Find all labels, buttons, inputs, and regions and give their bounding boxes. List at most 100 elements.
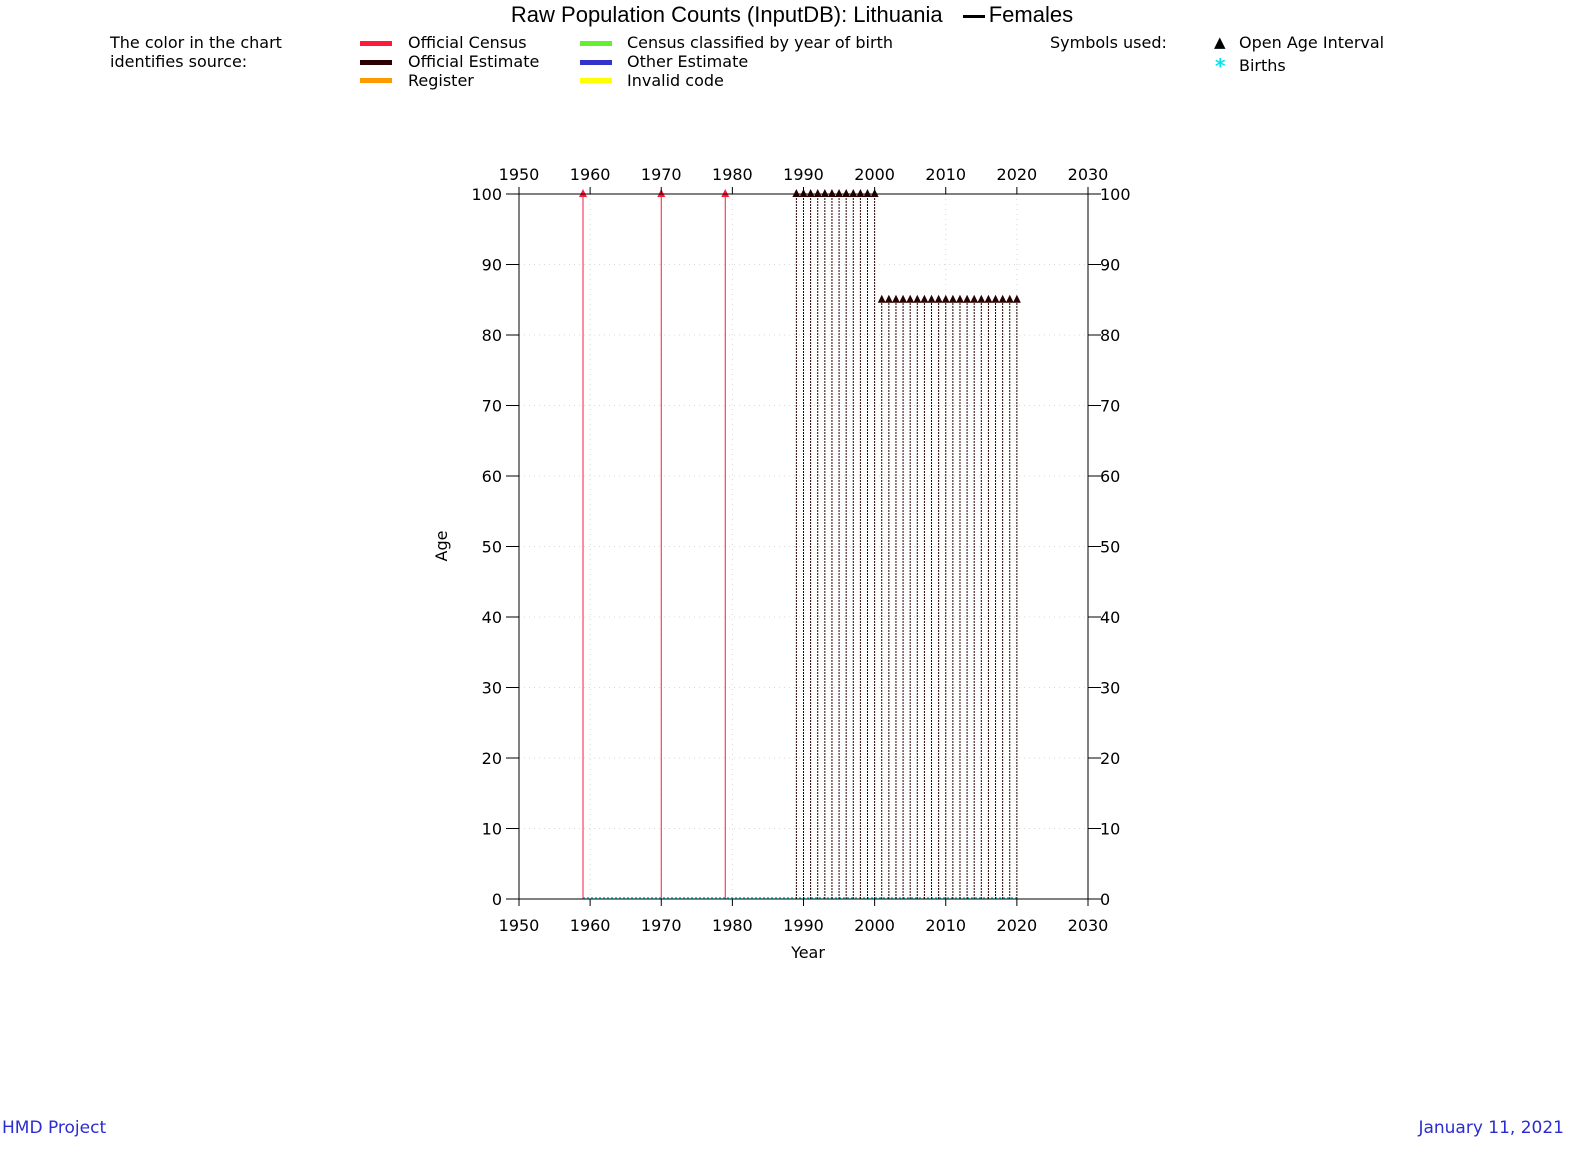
y-tick-label-right: 20 — [1100, 749, 1120, 768]
y-tick-label-right: 30 — [1100, 679, 1120, 698]
x-tick-label: 1950 — [499, 916, 540, 935]
official-estimate-open-age-marker — [891, 294, 900, 303]
data-marks — [579, 189, 1021, 899]
official-estimate-open-age-marker — [863, 189, 872, 197]
legend-label-open-age: Open Age Interval — [1239, 33, 1385, 52]
x-tick-label-top: 2020 — [997, 165, 1038, 184]
official-estimate-open-age-marker — [955, 294, 964, 303]
official-estimate-open-age-marker — [913, 294, 922, 303]
asterisk-icon: * — [1215, 54, 1226, 78]
legend-swatch-invalid-code — [580, 78, 612, 83]
official-estimate-open-age-marker — [934, 294, 943, 303]
y-tick-label: 30 — [482, 679, 502, 698]
y-tick-label: 50 — [482, 538, 502, 557]
x-tick-label: 1970 — [641, 916, 682, 935]
legend-symbols-caption: Symbols used: — [1050, 33, 1167, 52]
y-tick-label-right: 60 — [1100, 467, 1120, 486]
official-estimate-open-age-marker — [970, 294, 979, 303]
official-estimate-open-age-marker — [948, 294, 957, 303]
official-estimate-open-age-marker — [792, 189, 801, 197]
legend-swatch-census-by-birth-year — [580, 41, 612, 46]
official-estimate-open-age-marker — [906, 294, 915, 303]
y-tick-label-right: 10 — [1100, 820, 1120, 839]
y-tick-label-right: 40 — [1100, 608, 1120, 627]
official-estimate-open-age-marker — [899, 294, 908, 303]
official-census-open-age-marker — [721, 189, 730, 197]
legend-label-invalid-code: Invalid code — [627, 71, 724, 90]
y-tick-label-right: 100 — [1100, 185, 1131, 204]
official-census-open-age-marker — [579, 189, 588, 197]
x-tick-label-top: 2030 — [1068, 165, 1109, 184]
official-estimate-open-age-marker — [856, 189, 865, 197]
official-estimate-open-age-marker — [820, 189, 829, 197]
y-tick-label: 70 — [482, 397, 502, 416]
legend-label-official-estimate: Official Estimate — [408, 52, 540, 71]
legend-label-other-estimate: Other Estimate — [627, 52, 749, 71]
y-tick-label: 0 — [492, 890, 502, 909]
series-line-icon — [962, 14, 985, 18]
x-tick-label-top: 1960 — [570, 165, 611, 184]
x-tick-label: 2010 — [925, 916, 966, 935]
legend-swatch-official-census — [360, 41, 392, 46]
legend-label-official-census: Official Census — [408, 33, 527, 52]
x-tick-label: 1960 — [570, 916, 611, 935]
official-estimate-open-age-marker — [849, 189, 858, 197]
x-tick-label: 1980 — [712, 916, 753, 935]
x-tick-label: 2020 — [997, 916, 1038, 935]
official-estimate-open-age-marker — [977, 294, 986, 303]
official-estimate-open-age-marker — [941, 294, 950, 303]
footer-date: January 11, 2021 — [1418, 1118, 1564, 1138]
axes: 1950 1950 1960 1960 1970 1970 1980 1980 1990 1990… — [471, 165, 1130, 935]
official-estimate-open-age-marker — [1012, 294, 1021, 303]
y-tick-label: 90 — [482, 256, 502, 275]
x-axis-label: Year — [790, 943, 825, 962]
y-tick-label-right: 80 — [1100, 326, 1120, 345]
x-tick-label: 1990 — [783, 916, 824, 935]
y-tick-label: 80 — [482, 326, 502, 345]
legend-label-census-by-birth-year: Census classified by year of birth — [627, 33, 893, 52]
legend-label-births: Births — [1239, 56, 1286, 75]
x-tick-label-top: 1980 — [712, 165, 753, 184]
legend-source-caption-line2: identifies source: — [110, 52, 248, 71]
official-estimate-open-age-marker — [920, 294, 929, 303]
title-main: Raw Population Counts (InputDB): Lithuan… — [510, 2, 943, 27]
official-estimate-open-age-marker — [991, 294, 1000, 303]
official-estimate-open-age-marker — [842, 189, 851, 197]
official-estimate-open-age-marker — [806, 189, 815, 197]
chart-title: Raw Population Counts (InputDB): Lithuan… — [0, 2, 1584, 28]
y-tick-label: 60 — [482, 467, 502, 486]
official-estimate-open-age-marker — [998, 294, 1007, 303]
x-tick-label: 2030 — [1068, 916, 1109, 935]
x-tick-label-top: 2010 — [925, 165, 966, 184]
official-estimate-open-age-marker — [984, 294, 993, 303]
triangle-icon: ▲ — [1214, 33, 1226, 51]
legend-swatch-register — [360, 78, 392, 83]
x-tick-label: 2000 — [854, 916, 895, 935]
official-estimate-open-age-marker — [1005, 294, 1014, 303]
x-tick-label-top: 1950 — [499, 165, 540, 184]
y-tick-label: 100 — [471, 185, 502, 204]
y-tick-label-right: 90 — [1100, 256, 1120, 275]
y-tick-label-right: 0 — [1100, 890, 1110, 909]
official-estimate-open-age-marker — [963, 294, 972, 303]
official-estimate-open-age-marker — [835, 189, 844, 197]
official-estimate-open-age-marker — [884, 294, 893, 303]
official-estimate-open-age-marker — [813, 189, 822, 197]
footer-project: HMD Project — [2, 1118, 107, 1138]
x-tick-label-top: 2000 — [854, 165, 895, 184]
y-axis-label: Age — [432, 531, 451, 562]
y-tick-label-right: 70 — [1100, 397, 1120, 416]
official-estimate-open-age-marker — [927, 294, 936, 303]
legend-source-caption-line1: The color in the chart — [110, 33, 282, 52]
x-tick-label-top: 1990 — [783, 165, 824, 184]
legend-label-register: Register — [408, 71, 474, 90]
y-tick-label: 40 — [482, 608, 502, 627]
official-estimate-open-age-marker — [877, 294, 886, 303]
legend-swatch-official-estimate — [360, 60, 392, 65]
y-tick-label: 20 — [482, 749, 502, 768]
y-tick-label: 10 — [482, 820, 502, 839]
title-series: Females — [988, 2, 1074, 27]
official-estimate-open-age-marker — [827, 189, 836, 197]
legend-source-caption: The color in the chart identifies source… — [110, 33, 282, 71]
